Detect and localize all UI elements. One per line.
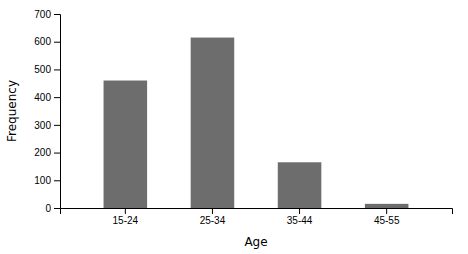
chart-container: 0 100 200 300 400 500 600 700 15-24 25-34 35-44 45-…: [0, 0, 468, 254]
x-tick: 35-44: [287, 208, 313, 226]
bar: [104, 81, 148, 208]
x-tick-mark: [212, 208, 213, 214]
y-tick: 0: [45, 203, 60, 214]
y-tick: 200: [34, 147, 60, 158]
x-tick: 25-34: [200, 208, 226, 226]
x-axis-title: Age: [244, 235, 267, 249]
x-tick-label: 15-24: [113, 215, 139, 226]
x-axis-line: [61, 209, 453, 215]
y-tick: 400: [34, 92, 60, 103]
y-tick-mark: [54, 14, 60, 15]
x-tick-label: 45-55: [374, 215, 400, 226]
bar: [278, 162, 322, 208]
x-tick-label: 25-34: [200, 215, 226, 226]
y-tick: 100: [34, 175, 60, 186]
y-tick-label: 400: [34, 92, 51, 103]
y-tick-mark: [54, 69, 60, 70]
bar: [365, 204, 409, 208]
x-axis: 15-24 25-34 35-44 45-55: [61, 208, 453, 226]
y-tick-mark: [54, 153, 60, 154]
y-tick-mark: [54, 208, 60, 209]
y-tick: 300: [34, 120, 60, 131]
chart-svg: 0 100 200 300 400 500 600 700 15-24 25-34 35-44 45-…: [0, 0, 468, 254]
y-tick-mark: [54, 97, 60, 98]
y-tick-label: 600: [34, 36, 51, 47]
x-tick-label: 35-44: [287, 215, 313, 226]
bars: [104, 38, 409, 208]
y-tick-mark: [54, 180, 60, 181]
y-tick-label: 300: [34, 120, 51, 131]
y-axis-title: Frequency: [5, 80, 19, 142]
y-tick-label: 200: [34, 147, 51, 158]
x-tick: 45-55: [374, 208, 400, 226]
x-tick-mark: [299, 208, 300, 214]
y-tick: 700: [34, 9, 60, 20]
y-tick-label: 0: [45, 203, 51, 214]
y-axis-line: [54, 15, 61, 209]
y-tick: 600: [34, 36, 60, 47]
x-tick-mark: [125, 208, 126, 214]
y-tick-label: 700: [34, 9, 51, 20]
plot-area: 0 100 200 300 400 500 600 700 15-24 25-34 35-44 45-…: [34, 9, 452, 226]
y-tick-label: 500: [34, 64, 51, 75]
y-axis: 0 100 200 300 400 500 600 700: [34, 9, 60, 214]
y-tick-mark: [54, 42, 60, 43]
y-tick: 500: [34, 64, 60, 75]
y-tick-label: 100: [34, 175, 51, 186]
y-tick-mark: [54, 125, 60, 126]
x-tick-mark: [386, 208, 387, 214]
x-tick: 15-24: [113, 208, 139, 226]
bar: [191, 38, 235, 208]
